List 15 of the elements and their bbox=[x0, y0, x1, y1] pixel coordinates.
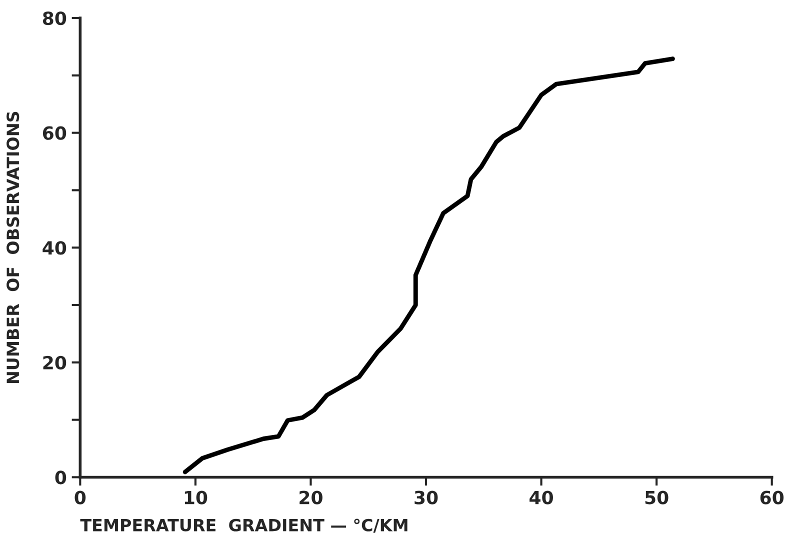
x-tick-label: 60 bbox=[760, 490, 784, 504]
y-tick-label: 60 bbox=[42, 126, 66, 140]
x-tick-label: 20 bbox=[300, 490, 322, 504]
x-axis-title: TEMPERATURE GRADIENT — °C/KM bbox=[80, 518, 408, 533]
y-tick-label: 0 bbox=[55, 470, 66, 484]
x-tick-label: 0 bbox=[74, 490, 86, 504]
x-tick-label: 40 bbox=[530, 490, 553, 504]
x-tick-label: 50 bbox=[645, 490, 668, 504]
y-tick-label: 20 bbox=[43, 356, 66, 370]
y-tick-label: 40 bbox=[42, 241, 66, 255]
x-tick-label: 30 bbox=[414, 490, 438, 504]
y-axis-title: NUMBER OF OBSERVATIONS bbox=[6, 112, 20, 384]
line-series bbox=[182, 56, 675, 474]
y-tick-label: 80 bbox=[42, 11, 66, 26]
x-tick-label: 10 bbox=[184, 490, 208, 504]
